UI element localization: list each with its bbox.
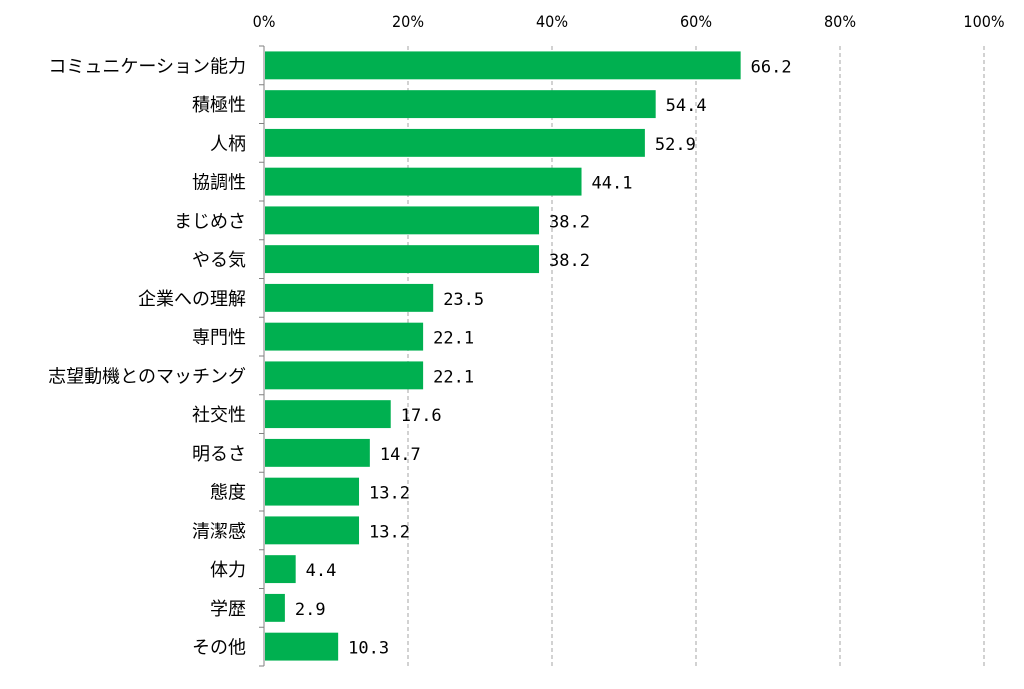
bar bbox=[265, 632, 339, 661]
category-label: その他 bbox=[192, 638, 246, 659]
category-label: 積極性 bbox=[192, 95, 246, 116]
category-label: やる気 bbox=[192, 250, 246, 271]
data-label: 44.1 bbox=[592, 174, 633, 194]
x-tick-label: 0% bbox=[253, 12, 276, 31]
category-label: 人柄 bbox=[210, 134, 246, 155]
bar bbox=[265, 516, 360, 545]
x-tick-label: 100% bbox=[963, 12, 1004, 31]
category-label: 企業への理解 bbox=[138, 289, 246, 310]
bar bbox=[265, 128, 645, 157]
data-label: 54.4 bbox=[666, 96, 707, 116]
category-label: 専門性 bbox=[192, 328, 246, 349]
category-label: 志望動機とのマッチング bbox=[48, 366, 246, 387]
category-label: 明るさ bbox=[192, 444, 246, 465]
category-label: 社交性 bbox=[192, 405, 246, 426]
data-label: 23.5 bbox=[443, 290, 484, 310]
bar bbox=[265, 477, 360, 506]
bars bbox=[265, 51, 741, 661]
bar bbox=[265, 555, 296, 584]
x-tick-label: 60% bbox=[680, 12, 712, 31]
data-label: 2.9 bbox=[295, 600, 326, 620]
data-label: 22.1 bbox=[433, 367, 474, 387]
bar bbox=[265, 322, 424, 351]
data-label: 10.3 bbox=[348, 639, 389, 659]
data-label: 17.6 bbox=[401, 406, 442, 426]
bar bbox=[265, 400, 391, 429]
bar bbox=[265, 593, 285, 622]
category-label: 学歴 bbox=[210, 599, 246, 620]
bar bbox=[265, 51, 741, 80]
category-label: まじめさ bbox=[174, 211, 246, 232]
bar bbox=[265, 283, 434, 312]
category-label: 清潔感 bbox=[192, 521, 246, 542]
bar bbox=[265, 206, 540, 235]
bar bbox=[265, 361, 424, 390]
data-label: 38.2 bbox=[549, 251, 590, 271]
x-tick-label: 40% bbox=[536, 12, 568, 31]
bar bbox=[265, 245, 540, 274]
gridlines bbox=[407, 46, 985, 666]
data-label: 22.1 bbox=[433, 329, 474, 349]
data-label: 4.4 bbox=[306, 561, 337, 581]
x-tick-label: 80% bbox=[824, 12, 856, 31]
data-label: 66.2 bbox=[751, 57, 792, 77]
category-label: 協調性 bbox=[192, 173, 246, 194]
category-label: コミュニケーション能力 bbox=[48, 56, 246, 77]
data-label: 13.2 bbox=[369, 522, 410, 542]
data-label: 13.2 bbox=[369, 484, 410, 504]
bar bbox=[265, 90, 656, 119]
y-axis-tick-marks bbox=[259, 45, 264, 667]
category-label: 態度 bbox=[210, 483, 246, 504]
category-label: 体力 bbox=[210, 560, 246, 581]
bar bbox=[265, 438, 370, 467]
bar bbox=[265, 167, 582, 196]
data-label: 52.9 bbox=[655, 135, 696, 155]
x-axis-ticks: 0% 20% 40% 60% 80% 100% bbox=[253, 12, 1005, 31]
data-label: 14.7 bbox=[380, 445, 421, 465]
category-labels: コミュニケーション能力積極性人柄協調性まじめさやる気企業への理解専門性志望動機と… bbox=[48, 56, 246, 658]
data-label: 38.2 bbox=[549, 212, 590, 232]
data-labels: 66.254.452.944.138.238.223.522.122.117.6… bbox=[295, 57, 792, 658]
x-tick-label: 20% bbox=[392, 12, 424, 31]
